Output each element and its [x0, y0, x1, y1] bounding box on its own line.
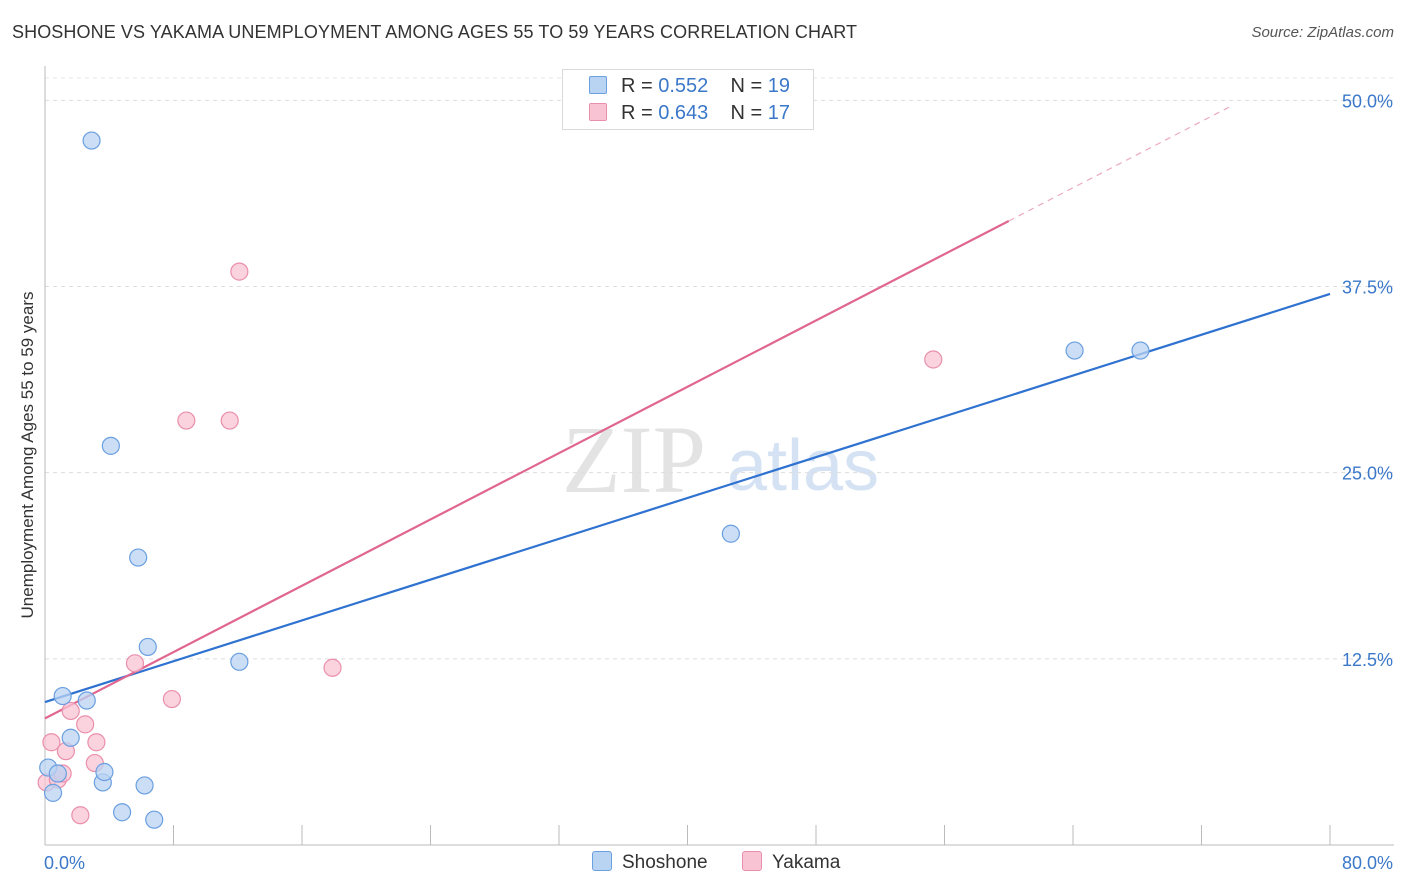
zipatlas-watermark: ZIP atlas	[562, 406, 879, 513]
yakama-point	[125, 654, 145, 673]
watermark-atlas: atlas	[727, 426, 879, 506]
shoshone-point	[77, 691, 96, 710]
shoshone-legend-swatch	[592, 851, 612, 871]
y-axis-label: Unemployment Among Ages 55 to 59 years	[18, 291, 37, 619]
shoshone-point	[112, 803, 132, 822]
shoshone-point	[135, 776, 154, 795]
yakama-swatch	[589, 103, 607, 121]
legend-row-shoshone: R = 0.552 N = 19	[589, 75, 790, 99]
yakama-point	[87, 733, 106, 752]
y-tick-label: 12.5%	[1342, 650, 1393, 670]
y-tick-label: 50.0%	[1342, 91, 1393, 111]
yakama-point	[177, 411, 196, 430]
tick-labels: 12.5% 25.0% 37.5% 50.0% 0.0% 80.0%	[44, 91, 1393, 873]
shoshone-point	[82, 131, 101, 150]
scatter-points	[37, 131, 1150, 829]
yakama-point	[230, 262, 249, 281]
yakama-legend-label: Yakama	[772, 852, 841, 873]
shoshone-point	[230, 652, 249, 671]
y-tick-label: 25.0%	[1342, 464, 1393, 484]
yakama-point	[61, 701, 80, 721]
correlation-legend: R = 0.552 N = 19 R = 0.643 N = 17	[562, 69, 814, 130]
x-tick-label-max: 80.0%	[1342, 853, 1393, 873]
x-tick-label-min: 0.0%	[44, 853, 85, 873]
watermark-zip: ZIP	[562, 406, 706, 513]
shoshone-point	[48, 764, 67, 783]
yakama-trendline	[44, 219, 1010, 720]
gridlines	[45, 77, 1394, 660]
legend-r-value: 0.552	[658, 75, 709, 97]
shoshone-trendline	[44, 292, 1331, 704]
shoshone-point	[129, 548, 148, 567]
trendlines	[44, 104, 1331, 720]
shoshone-point	[145, 810, 164, 829]
shoshone-point	[1065, 341, 1084, 360]
yakama-point	[220, 411, 239, 430]
yakama-point	[323, 658, 342, 677]
y-tick-label: 37.5%	[1342, 278, 1393, 298]
shoshone-point	[721, 524, 740, 543]
legend-n-value: 17	[767, 102, 791, 124]
shoshone-legend-label: Shoshone	[622, 852, 708, 873]
shoshone-point	[95, 762, 114, 782]
legend-r-value: 0.643	[658, 102, 709, 124]
source-credit: Source: ZipAtlas.com	[1251, 24, 1394, 41]
legend-n-label: N =	[730, 102, 763, 124]
yakama-legend-swatch	[742, 851, 762, 871]
legend-row-yakama: R = 0.643 N = 17	[589, 102, 790, 126]
yakama-trendline-extension	[1008, 104, 1234, 222]
axes	[44, 66, 1394, 846]
yakama-point	[42, 733, 61, 752]
yakama-point	[76, 715, 95, 734]
shoshone-swatch	[589, 76, 607, 94]
shoshone-point	[101, 436, 120, 455]
yakama-point	[162, 689, 181, 709]
shoshone-point	[1131, 341, 1150, 360]
legend-r-label: R =	[621, 75, 653, 97]
legend-n-label: N =	[730, 75, 763, 97]
shoshone-point	[61, 728, 80, 747]
shoshone-point	[138, 637, 157, 657]
legend-r-label: R =	[621, 102, 653, 124]
yakama-point	[924, 350, 943, 369]
bottom-legend-yakama: Yakama	[742, 851, 840, 874]
legend-n-value: 19	[767, 75, 791, 97]
shoshone-point	[43, 783, 63, 802]
yakama-point	[71, 806, 90, 825]
bottom-legend-shoshone: Shoshone	[592, 851, 708, 874]
shoshone-point	[53, 686, 72, 706]
chart-title: SHOSHONE VS YAKAMA UNEMPLOYMENT AMONG AG…	[12, 22, 858, 42]
